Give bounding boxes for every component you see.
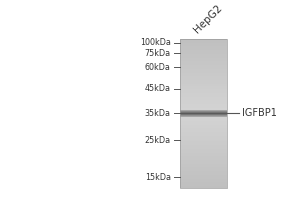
Bar: [180, 73, 227, 74]
Bar: [180, 43, 227, 45]
Bar: [180, 113, 227, 114]
Bar: [180, 86, 227, 87]
Bar: [180, 175, 227, 177]
Bar: [180, 125, 227, 127]
Bar: [180, 177, 227, 179]
Bar: [180, 166, 227, 167]
Bar: [180, 158, 227, 160]
Bar: [180, 95, 227, 97]
Bar: [180, 106, 227, 108]
Bar: [180, 74, 227, 76]
Bar: [180, 156, 227, 158]
Bar: [180, 91, 227, 93]
Bar: [180, 104, 227, 106]
Bar: [180, 182, 227, 184]
Text: 100kDa: 100kDa: [140, 38, 171, 47]
Bar: [180, 108, 227, 110]
Bar: [180, 123, 227, 125]
Bar: [180, 65, 227, 67]
Bar: [180, 112, 227, 113]
Bar: [180, 181, 227, 182]
Bar: [180, 130, 227, 132]
Bar: [180, 160, 227, 162]
Bar: [180, 97, 227, 99]
Bar: [180, 114, 227, 115]
Bar: [180, 173, 227, 175]
Bar: [180, 56, 227, 58]
Bar: [180, 48, 227, 50]
Bar: [180, 110, 227, 111]
Bar: [180, 121, 227, 123]
Bar: [180, 78, 227, 80]
Text: 45kDa: 45kDa: [145, 84, 171, 93]
Bar: [180, 116, 227, 117]
Bar: [180, 140, 227, 141]
Bar: [180, 132, 227, 134]
Bar: [180, 149, 227, 151]
Bar: [180, 93, 227, 95]
Bar: [180, 45, 227, 46]
Bar: [180, 87, 227, 89]
Bar: [180, 143, 227, 145]
Bar: [180, 134, 227, 136]
Bar: [180, 39, 227, 188]
Bar: [180, 80, 227, 82]
Bar: [180, 59, 227, 61]
Bar: [180, 138, 227, 140]
Text: 25kDa: 25kDa: [145, 136, 171, 145]
Bar: [180, 54, 227, 56]
Bar: [180, 128, 227, 130]
Bar: [180, 153, 227, 154]
Bar: [180, 52, 227, 54]
Bar: [180, 136, 227, 138]
Bar: [180, 127, 227, 128]
Bar: [180, 39, 227, 41]
Text: HepG2: HepG2: [192, 3, 224, 35]
Bar: [180, 82, 227, 84]
Text: 75kDa: 75kDa: [145, 49, 171, 58]
Bar: [180, 115, 227, 116]
Bar: [180, 119, 227, 121]
Bar: [180, 162, 227, 164]
Bar: [180, 84, 227, 86]
Text: 60kDa: 60kDa: [145, 63, 171, 72]
Text: IGFBP1: IGFBP1: [242, 108, 277, 118]
Bar: [180, 111, 227, 112]
Bar: [180, 99, 227, 100]
Bar: [180, 63, 227, 65]
Bar: [180, 76, 227, 78]
Bar: [180, 154, 227, 156]
Bar: [180, 102, 227, 104]
Bar: [180, 117, 227, 119]
Bar: [180, 184, 227, 186]
Bar: [180, 112, 227, 113]
Bar: [180, 61, 227, 63]
Bar: [180, 69, 227, 71]
Bar: [180, 186, 227, 188]
Text: 35kDa: 35kDa: [145, 109, 171, 118]
Bar: [180, 100, 227, 102]
Bar: [180, 50, 227, 52]
Bar: [180, 58, 227, 59]
Bar: [180, 151, 227, 153]
Bar: [180, 46, 227, 48]
Bar: [180, 167, 227, 169]
Bar: [180, 164, 227, 166]
Bar: [180, 179, 227, 181]
Bar: [180, 41, 227, 43]
Bar: [180, 169, 227, 171]
Bar: [180, 115, 227, 117]
Bar: [180, 89, 227, 91]
Bar: [180, 145, 227, 147]
Bar: [180, 113, 227, 115]
Bar: [180, 67, 227, 69]
Bar: [180, 71, 227, 73]
Bar: [180, 110, 227, 112]
Bar: [180, 171, 227, 173]
Bar: [180, 147, 227, 149]
Text: 15kDa: 15kDa: [145, 173, 171, 182]
Bar: [180, 141, 227, 143]
